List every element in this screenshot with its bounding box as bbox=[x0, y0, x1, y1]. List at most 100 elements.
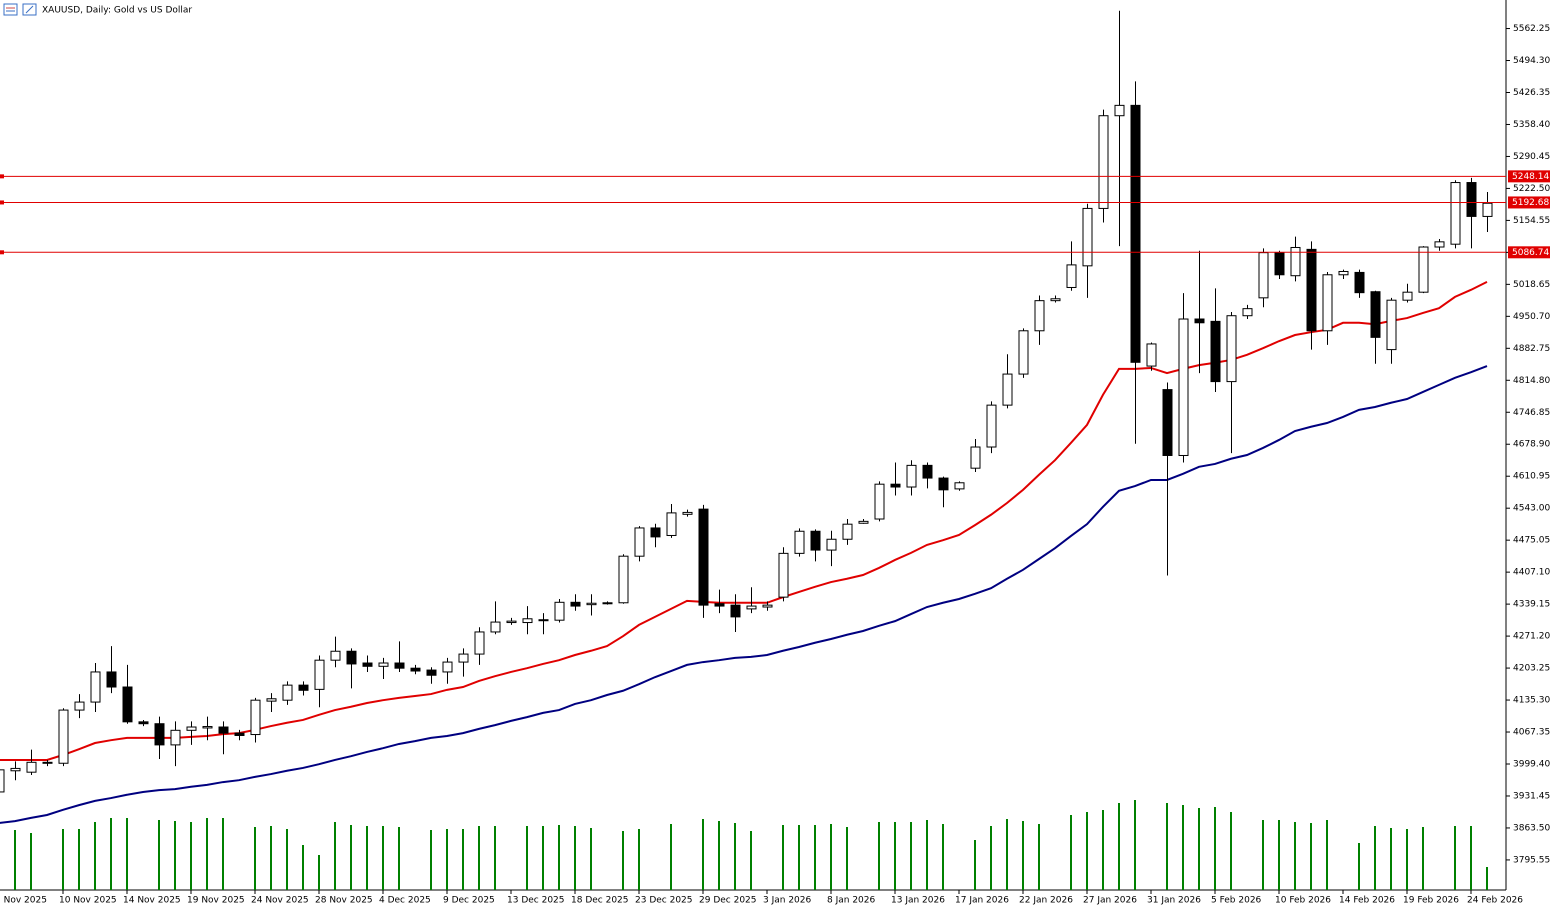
candle-body bbox=[810, 530, 821, 551]
candle-body bbox=[1162, 389, 1173, 456]
candle-body bbox=[730, 604, 741, 618]
y-tick-label: 5222.50 bbox=[1513, 184, 1550, 194]
x-tick-label: 31 Jan 2026 bbox=[1147, 896, 1201, 906]
candle-body bbox=[378, 662, 389, 667]
y-tick-label: 4543.00 bbox=[1513, 504, 1550, 514]
candle-body bbox=[1114, 104, 1125, 117]
candle-body bbox=[490, 621, 501, 633]
y-tick-label: 4678.90 bbox=[1513, 440, 1550, 450]
moving-average bbox=[0, 280, 1488, 761]
candle-body bbox=[266, 698, 277, 702]
candle-body bbox=[874, 483, 885, 520]
x-tick-label: 19 Feb 2026 bbox=[1403, 896, 1459, 906]
candle-body bbox=[1066, 264, 1077, 288]
candle-body bbox=[554, 601, 565, 621]
candle-body bbox=[234, 732, 245, 736]
candle-body bbox=[1018, 330, 1029, 375]
candle-body bbox=[330, 650, 341, 661]
candle-body bbox=[714, 603, 725, 607]
candle-body bbox=[922, 464, 933, 479]
candle-body bbox=[1482, 202, 1493, 217]
candle-body bbox=[282, 684, 293, 701]
candle-body bbox=[394, 662, 405, 669]
x-tick-label: 8 Jan 2026 bbox=[827, 896, 875, 906]
candle-body bbox=[602, 602, 613, 605]
chart-title: XAUUSD, Daily: Gold vs US Dollar bbox=[42, 6, 192, 16]
candle-body bbox=[186, 726, 197, 731]
y-tick-label: 5426.35 bbox=[1513, 88, 1550, 98]
candle-body bbox=[0, 769, 5, 793]
y-tick-label: 3931.45 bbox=[1513, 791, 1550, 801]
candle-body bbox=[666, 512, 677, 536]
candle-body bbox=[1226, 315, 1237, 383]
candle-body bbox=[650, 527, 661, 538]
candle-body bbox=[506, 620, 517, 624]
candle-body bbox=[586, 602, 597, 606]
candle-body bbox=[218, 726, 229, 734]
y-tick-label: 4610.95 bbox=[1513, 472, 1550, 482]
x-tick-label: 3 Jan 2026 bbox=[763, 896, 811, 906]
candle-body bbox=[410, 667, 421, 672]
x-tick-label: 13 Jan 2026 bbox=[891, 896, 945, 906]
y-tick-label: 4339.15 bbox=[1513, 600, 1550, 610]
y-tick-label: 4271.20 bbox=[1513, 632, 1550, 642]
y-tick-label: 4950.70 bbox=[1513, 312, 1550, 322]
x-tick-label: 17 Jan 2026 bbox=[955, 896, 1009, 906]
x-tick-label: 27 Jan 2026 bbox=[1083, 896, 1137, 906]
candle-body bbox=[1050, 298, 1061, 302]
candle-body bbox=[1098, 115, 1109, 209]
candle-body bbox=[906, 464, 917, 488]
candle-body bbox=[1386, 299, 1397, 351]
candle-body bbox=[970, 446, 981, 469]
level-anchor bbox=[0, 174, 4, 179]
x-tick-label: 29 Dec 2025 bbox=[699, 896, 757, 906]
candle-body bbox=[1178, 318, 1189, 456]
candle-body bbox=[1402, 291, 1413, 301]
candle-body bbox=[298, 684, 309, 691]
candle-body bbox=[42, 761, 53, 764]
y-tick-label: 5290.45 bbox=[1513, 152, 1550, 162]
y-tick-label: 4067.35 bbox=[1513, 728, 1550, 738]
level-label-box bbox=[1508, 246, 1550, 259]
y-tick-label: 4407.10 bbox=[1513, 568, 1550, 578]
candle-body bbox=[1034, 300, 1045, 332]
x-tick-label: 24 Nov 2025 bbox=[251, 896, 309, 906]
candle-body bbox=[1194, 318, 1205, 324]
level-anchor bbox=[0, 250, 4, 255]
candle-body bbox=[746, 605, 757, 610]
candle-body bbox=[426, 669, 437, 676]
candle-body bbox=[1466, 182, 1477, 217]
candle-body bbox=[1354, 271, 1365, 294]
x-tick-label: 14 Nov 2025 bbox=[123, 896, 181, 906]
candle-body bbox=[1306, 248, 1317, 332]
candle-body bbox=[154, 723, 165, 746]
y-tick-label: 4135.30 bbox=[1513, 696, 1550, 706]
candle-body bbox=[1370, 291, 1381, 338]
x-tick-label: 14 Feb 2026 bbox=[1339, 896, 1395, 906]
candle-body bbox=[90, 671, 101, 703]
y-tick-label: 4882.75 bbox=[1513, 344, 1550, 354]
candle-body bbox=[1274, 252, 1285, 276]
candle-body bbox=[474, 631, 485, 655]
level-anchor bbox=[0, 200, 4, 205]
x-tick-label: 24 Feb 2026 bbox=[1467, 896, 1523, 906]
moving-average bbox=[0, 365, 1488, 824]
candle-body bbox=[362, 662, 373, 667]
candle-body bbox=[682, 511, 693, 515]
candle-body bbox=[522, 618, 533, 624]
level-label-box bbox=[1508, 170, 1550, 183]
x-tick-label: 5 Feb 2026 bbox=[1211, 896, 1262, 906]
candle-body bbox=[698, 508, 709, 606]
x-tick-label: 9 Dec 2025 bbox=[443, 896, 495, 906]
y-tick-label: 5562.25 bbox=[1513, 24, 1550, 34]
candle-body bbox=[794, 530, 805, 554]
candle-body bbox=[842, 523, 853, 540]
candle-body bbox=[1002, 373, 1013, 406]
y-tick-label: 5154.55 bbox=[1513, 216, 1550, 226]
candle-body bbox=[986, 404, 997, 448]
candle-body bbox=[170, 729, 181, 746]
candle-body bbox=[314, 659, 325, 690]
candle-body bbox=[762, 604, 773, 608]
candle-body bbox=[890, 483, 901, 488]
